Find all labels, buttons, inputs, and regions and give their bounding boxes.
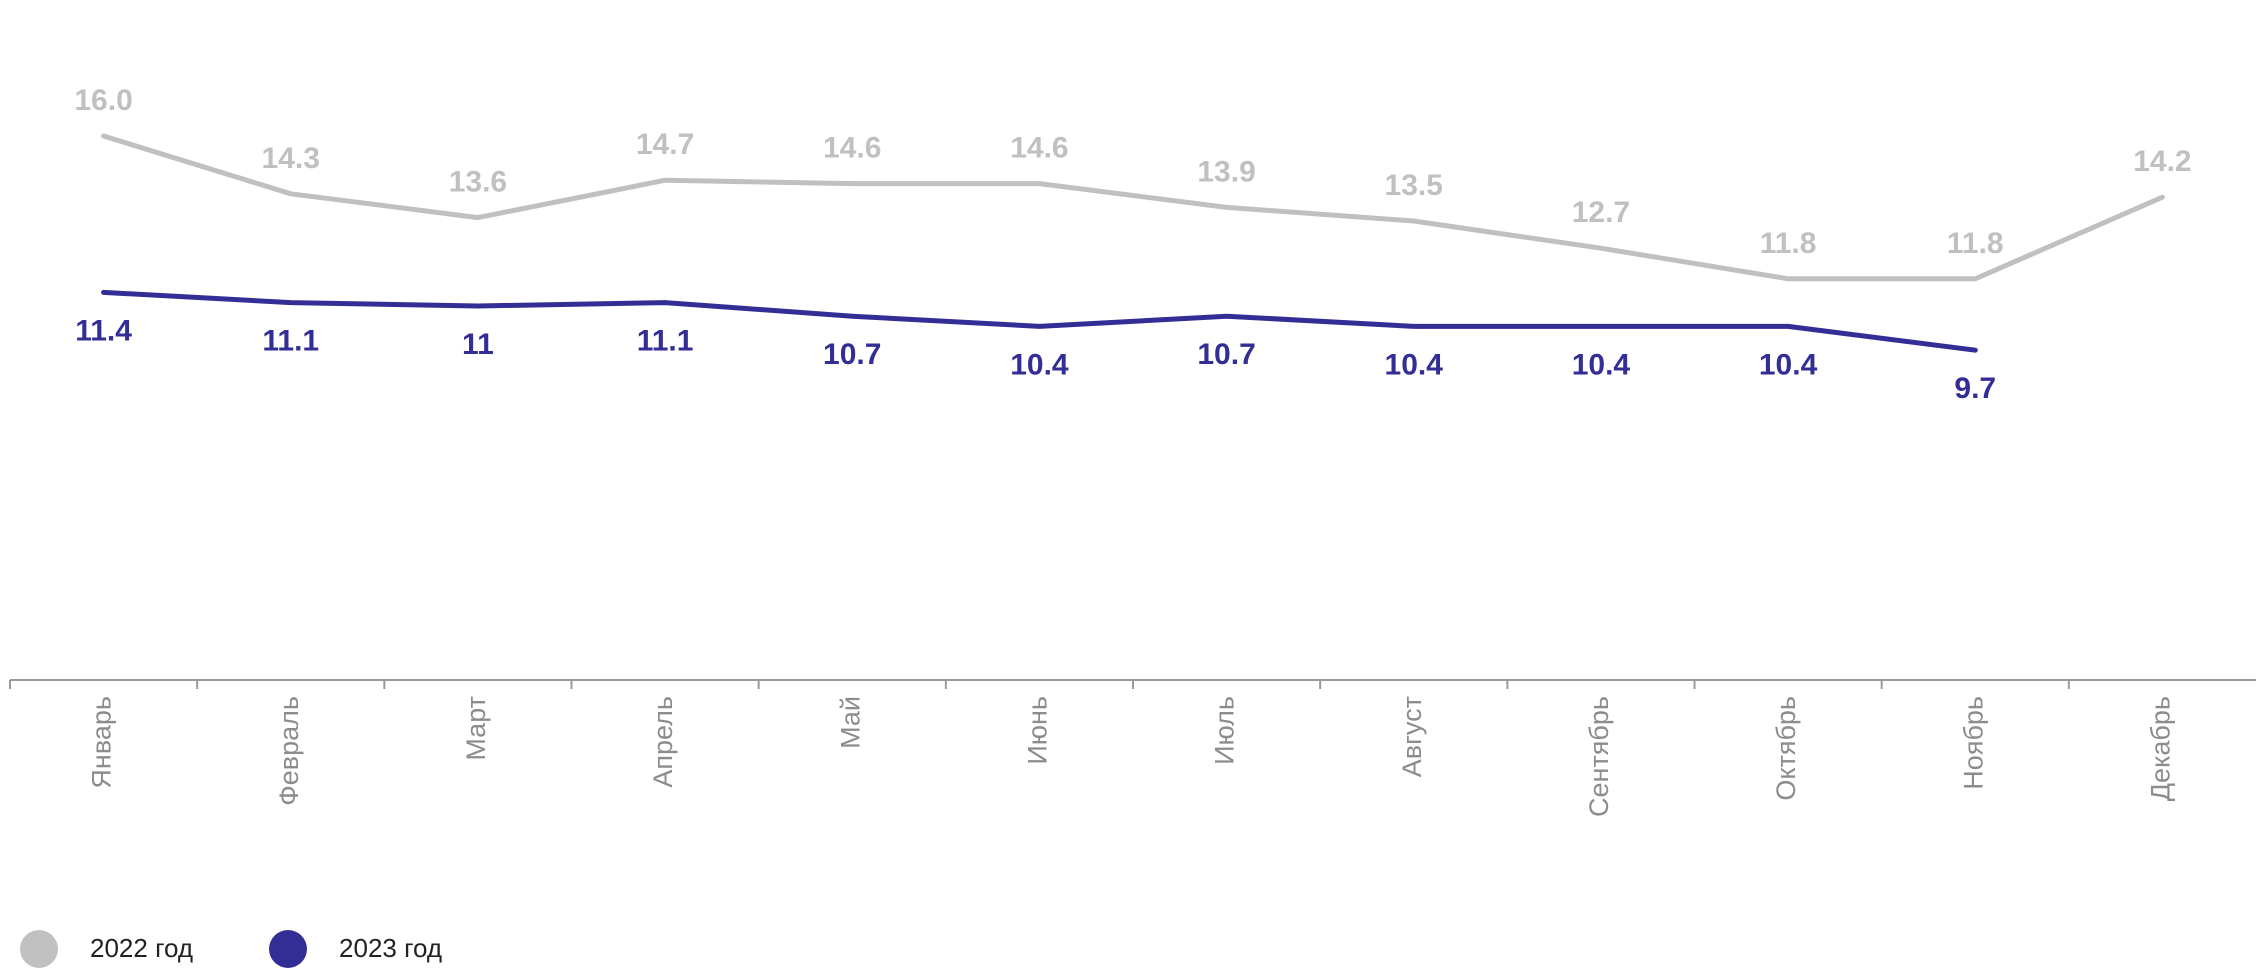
series-lines	[101, 133, 2165, 353]
data-label: 10.4	[1010, 348, 1069, 381]
data-label: 10.4	[1385, 348, 1444, 381]
data-label: 11.1	[262, 325, 319, 358]
x-axis: Январь Февраль Март Апрель Май Июнь Июль Август…	[9, 679, 2256, 817]
data-label: 11.8	[1760, 227, 1817, 260]
x-tick-label: Ноябрь	[1958, 696, 1988, 790]
x-tick-label: Декабрь	[2146, 696, 2176, 801]
data-label: 10.4	[1759, 348, 1818, 381]
data-label: 10.4	[1572, 348, 1631, 381]
data-label: 14.7	[636, 128, 694, 161]
legend-item-2022[interactable]: 2022 год	[0, 929, 194, 968]
data-label: 11.8	[1947, 227, 2004, 260]
line-chart: Январь Февраль Март Апрель Май Июнь Июль Август…	[9, 84, 2256, 817]
x-tick-label: Январь	[87, 696, 117, 789]
series-line-0	[101, 133, 2165, 282]
data-label: 14.2	[2133, 145, 2191, 178]
data-labels: 16.0 14.3 13.6 14.7 14.6 14.6 13.9 13.5 12.7 11.8…	[74, 84, 2191, 405]
x-tick-label: Сентябрь	[1584, 696, 1614, 817]
data-label: 16.0	[74, 84, 132, 117]
series-line-1	[101, 289, 1978, 353]
data-label: 14.3	[262, 142, 320, 175]
data-label: 14.6	[823, 132, 881, 165]
legend-swatch-2022-icon	[20, 929, 58, 968]
x-tick-label: Июнь	[1023, 696, 1053, 765]
x-tick-label: Май	[835, 696, 865, 749]
x-tick-label: Октябрь	[1771, 696, 1801, 801]
data-label: 10.7	[823, 338, 881, 371]
x-tick-label: Июль	[1210, 696, 1240, 765]
legend-swatch-2023-icon	[269, 929, 308, 968]
data-label: 11.4	[75, 314, 132, 347]
data-label: 12.7	[1572, 196, 1630, 229]
data-label: 13.9	[1197, 155, 1255, 188]
x-tick-label: Февраль	[274, 696, 304, 806]
data-label: 10.7	[1197, 338, 1255, 371]
data-label: 14.6	[1010, 132, 1068, 165]
legend: 2022 год 2023 год	[0, 929, 498, 968]
data-label: 11	[462, 328, 494, 361]
x-tick-label: Август	[1397, 696, 1427, 777]
data-label: 11.1	[637, 325, 694, 358]
legend-label-2022: 2022 год	[90, 933, 194, 963]
legend-label-2023: 2023 год	[339, 933, 443, 963]
x-tick-label: Апрель	[648, 696, 678, 788]
data-label: 9.7	[1954, 372, 1996, 405]
data-label: 13.6	[449, 166, 507, 199]
legend-item-2023[interactable]: 2023 год	[249, 929, 443, 968]
data-label: 13.5	[1385, 169, 1443, 202]
x-tick-label: Март	[461, 696, 491, 761]
